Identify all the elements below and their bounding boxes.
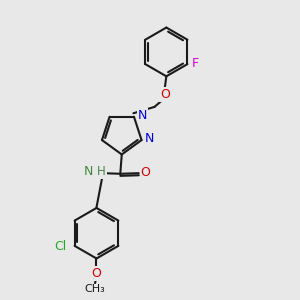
Text: N: N [84,166,94,178]
Text: O: O [140,167,150,179]
Text: N: N [138,109,147,122]
Text: H: H [97,166,106,178]
Text: F: F [192,57,199,70]
Text: CH₃: CH₃ [85,284,105,294]
Text: N: N [145,132,154,146]
Text: O: O [92,267,101,280]
Text: Cl: Cl [54,240,66,253]
Text: O: O [160,88,170,101]
